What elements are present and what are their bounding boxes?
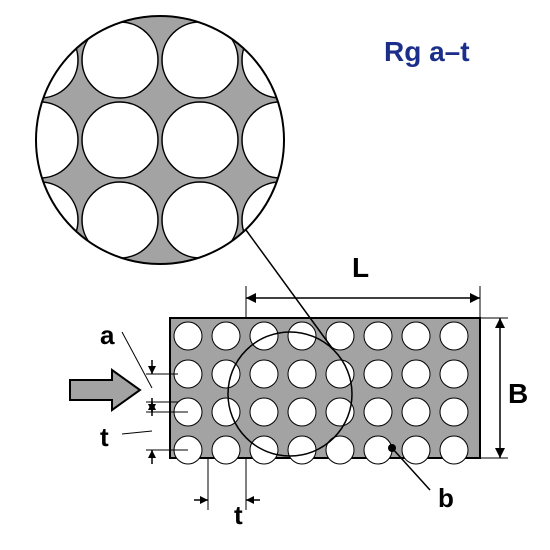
label-B: B	[508, 378, 528, 410]
label-t-left: t	[100, 422, 109, 453]
label-b: b	[438, 483, 454, 514]
magnifier-large	[2, 6, 318, 274]
label-L: L	[352, 252, 369, 284]
label-t-bottom: t	[234, 500, 243, 531]
diagram-canvas: Rg a–t L B a t t b	[0, 0, 550, 550]
perforated-plate	[170, 318, 480, 464]
dimension-t-horizontal	[194, 458, 260, 510]
dimension-B	[480, 318, 508, 458]
label-a: a	[100, 320, 114, 351]
direction-arrow	[70, 370, 140, 410]
diagram-svg	[0, 0, 550, 550]
dimension-L	[246, 286, 480, 318]
